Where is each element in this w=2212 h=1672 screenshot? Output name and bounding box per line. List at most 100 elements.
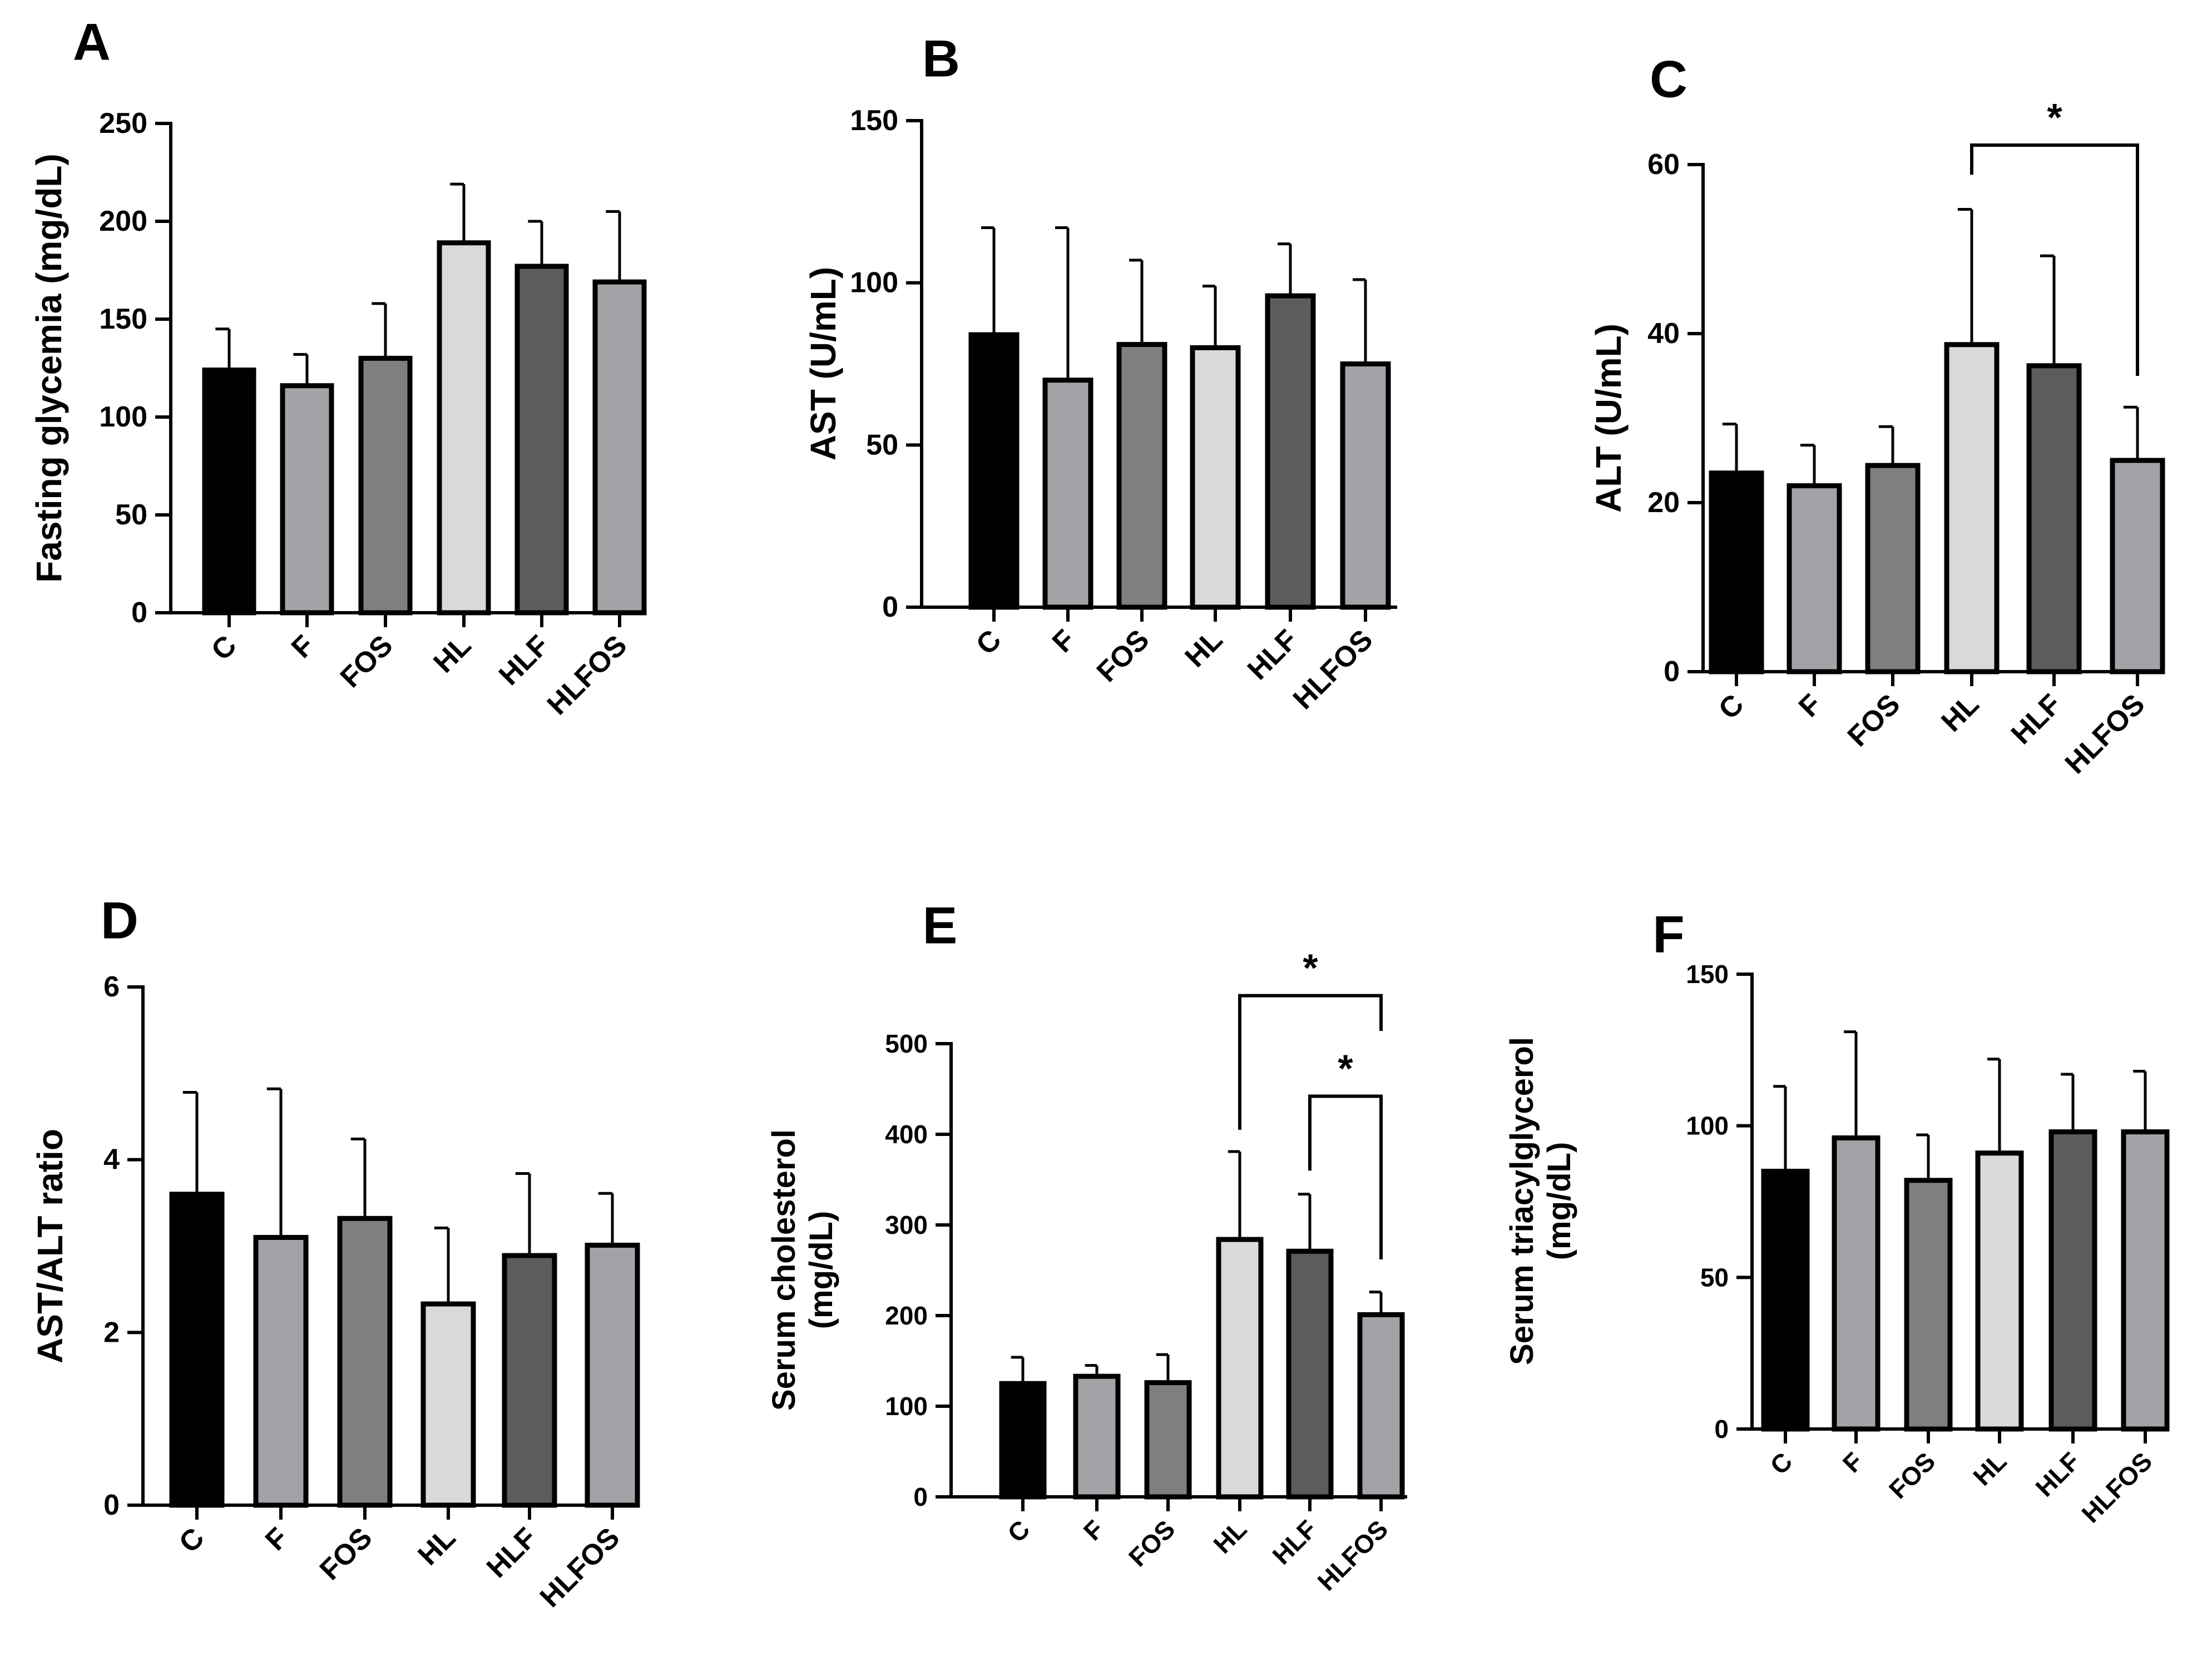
y-tick-label: 50 [115,499,147,531]
x-tick-label: HLFOS [1312,1515,1393,1596]
bar-hlfos [2110,458,2165,674]
y-tick-label: 500 [885,1029,928,1058]
x-tick-label: F [1793,688,1828,723]
bar-fos [1116,342,1167,610]
bar-hlfos [2121,1129,2170,1432]
x-tick-label: HLFOS [534,1521,626,1614]
y-axis-title: (mg/dL) [803,1211,839,1329]
x-tick-label: HL [1935,688,1985,738]
x-tick-label: HL [427,629,477,679]
y-tick-label: 100 [99,401,147,433]
panel-e: E 0 100 200 300 400 500 Serum cholesterol (mg/dL… [766,896,1407,1596]
x-tick-label: HL [412,1521,462,1571]
bar-hlfos [1340,361,1391,610]
x-tick-label: HLFOS [2059,688,2151,780]
bar-hl [1975,1150,2024,1432]
y-axis-title: Serum cholesterol [766,1129,802,1411]
panel-f: F 0 50 100 150 Serum triacylglycerol (mg/dL) C F… [1504,905,2170,1529]
y-tick-label: 100 [1686,1112,1729,1140]
y-tick-label: 0 [1714,1415,1729,1443]
x-tick-label: F [1837,1447,1869,1478]
y-axis-title: (mg/dL) [1541,1142,1577,1261]
y-tick-label: 0 [131,597,147,629]
bar-hlf [502,1253,557,1508]
x-tick-label: HLF [2030,1447,2085,1502]
significance-label: * [2047,96,2062,139]
x-tick-label: FOS [334,629,399,694]
panel-a: A 0 50 100 150 200 250 Fasting glycemia (mg/dL)… [29,13,647,721]
bar-hlfos [592,279,647,616]
y-tick-label: 100 [885,1392,928,1421]
y-tick-label: 0 [882,591,898,623]
x-tick-label: C [205,629,243,667]
bar-hl [1216,1237,1264,1500]
bar-f [280,383,334,616]
bar-hlfos [585,1242,640,1508]
x-tick-label: F [1078,1515,1110,1546]
y-axis-title: ALT (U/mL) [1589,324,1629,513]
y-tick-label: 0 [1664,656,1680,688]
bar-f [1073,1373,1121,1500]
x-tick-label: FOS [314,1521,379,1586]
x-tick-label: HLF [1241,623,1304,686]
x-tick-label: FOS [1091,623,1156,688]
bar-c [999,1381,1047,1500]
bar-c [968,332,1020,610]
y-tick-label: 50 [1700,1263,1729,1292]
y-tick-label: 300 [885,1210,928,1239]
x-tick-label: F [1046,623,1081,658]
x-tick-label: HL [1208,1515,1252,1559]
bar-c [1761,1168,1810,1432]
panel-label: F [1652,905,1684,964]
x-tick-label: C [1764,1447,1798,1480]
significance-label: * [1303,946,1318,990]
bar-hl [420,1301,476,1508]
bar-hlf [1265,293,1316,610]
y-axis-title: AST (U/mL) [803,267,843,460]
y-tick-label: 100 [850,267,898,299]
y-tick-label: 150 [850,105,898,137]
bar-hl [437,240,491,616]
y-tick-label: 200 [99,205,147,237]
y-tick-label: 250 [99,107,147,140]
y-tick-label: 400 [885,1120,928,1149]
bar-fos [1865,463,1921,674]
x-tick-label: HLF [2005,688,2067,750]
bar-hlfos [1357,1312,1405,1500]
x-tick-label: HLF [1266,1515,1322,1570]
x-tick-label: HL [1179,623,1229,673]
significance-bracket [1308,1094,1383,1259]
panel-label: E [923,896,958,955]
bar-hl [1190,345,1241,610]
panel-label: A [73,13,111,71]
bar-fos [1904,1178,1953,1432]
y-tick-label: 20 [1647,487,1680,519]
y-tick-label: 0 [103,1489,120,1521]
x-tick-label: HLFOS [2076,1447,2157,1529]
bar-fos [358,355,413,616]
x-tick-label: C [970,623,1008,661]
x-tick-label: HL [1967,1447,2012,1491]
bar-c [1709,470,1764,674]
y-tick-label: 40 [1647,317,1680,350]
y-tick-label: 4 [103,1144,120,1176]
y-tick-label: 200 [885,1301,928,1330]
x-tick-label: F [259,1521,294,1556]
x-tick-label: HLF [493,629,555,691]
significance-bracket [1970,143,2139,376]
bar-fos [1144,1380,1192,1500]
significance-bracket [1238,994,1383,1130]
y-tick-label: 50 [866,429,898,461]
x-tick-label: C [1713,688,1750,726]
y-tick-label: 150 [99,303,147,335]
y-tick-label: 0 [913,1482,928,1511]
x-tick-label: C [1002,1515,1035,1548]
bar-f [253,1234,309,1508]
x-tick-label: HLFOS [541,629,634,721]
panel-label: D [101,891,138,950]
bar-hlf [2048,1129,2097,1432]
bar-hlf [1286,1248,1334,1500]
